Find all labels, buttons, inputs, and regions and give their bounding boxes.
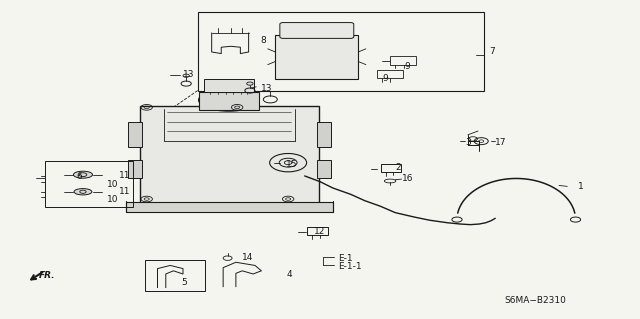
Bar bbox=[199, 92, 259, 110]
Text: 16: 16 bbox=[401, 174, 413, 183]
Bar bbox=[390, 56, 415, 65]
Ellipse shape bbox=[74, 189, 92, 195]
Text: 4: 4 bbox=[287, 271, 292, 279]
Bar bbox=[378, 70, 403, 78]
Ellipse shape bbox=[74, 171, 93, 178]
Text: FR.: FR. bbox=[38, 271, 55, 280]
Bar bbox=[127, 122, 141, 147]
Text: 10: 10 bbox=[106, 196, 118, 204]
Text: 6: 6 bbox=[77, 172, 83, 182]
Bar bbox=[275, 34, 358, 79]
Bar bbox=[381, 164, 401, 172]
Bar bbox=[317, 160, 332, 178]
Text: 2: 2 bbox=[395, 163, 401, 172]
Text: 15: 15 bbox=[286, 160, 298, 169]
Text: 17: 17 bbox=[495, 137, 507, 147]
Bar bbox=[198, 12, 484, 91]
Text: 9: 9 bbox=[383, 74, 388, 83]
Text: 13: 13 bbox=[261, 84, 273, 93]
Text: 11: 11 bbox=[119, 187, 131, 196]
Ellipse shape bbox=[214, 95, 243, 105]
Text: 12: 12 bbox=[314, 227, 325, 236]
Text: E-1-1: E-1-1 bbox=[338, 262, 362, 271]
Bar bbox=[125, 202, 333, 212]
Text: 14: 14 bbox=[243, 253, 253, 262]
Text: S6MA−B2310: S6MA−B2310 bbox=[505, 296, 566, 305]
Text: 9: 9 bbox=[404, 62, 410, 71]
Bar bbox=[317, 122, 332, 147]
Text: 5: 5 bbox=[181, 278, 187, 287]
Bar bbox=[204, 79, 253, 92]
FancyBboxPatch shape bbox=[280, 23, 354, 38]
Bar bbox=[127, 160, 141, 178]
Bar bbox=[140, 106, 319, 204]
Text: 3: 3 bbox=[465, 137, 471, 147]
Text: 13: 13 bbox=[183, 70, 195, 79]
Bar bbox=[45, 161, 132, 207]
Bar bbox=[282, 26, 351, 35]
Text: 7: 7 bbox=[489, 48, 495, 56]
Text: 1: 1 bbox=[578, 182, 584, 191]
Bar bbox=[145, 260, 205, 291]
Text: 8: 8 bbox=[260, 36, 266, 45]
Ellipse shape bbox=[198, 89, 259, 111]
Text: 10: 10 bbox=[106, 180, 118, 189]
Text: 11: 11 bbox=[119, 171, 131, 181]
Bar bbox=[307, 227, 328, 235]
Text: E-1: E-1 bbox=[338, 254, 353, 263]
